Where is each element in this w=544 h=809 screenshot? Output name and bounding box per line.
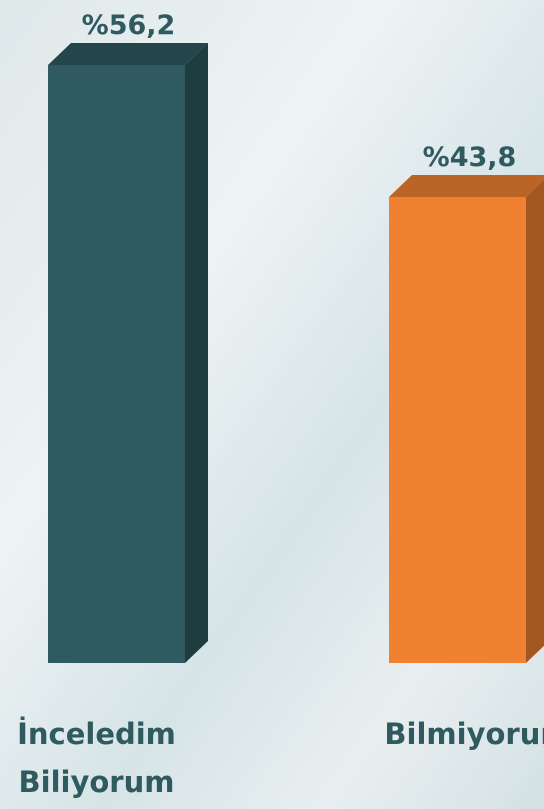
bar-top (48, 43, 208, 65)
category-label: İnceledim Biliyorum (17, 717, 176, 799)
bar-side (185, 43, 208, 663)
category-label: Bilmiyorum (384, 717, 544, 751)
bar-front (48, 65, 185, 663)
bar-side-shade (526, 179, 544, 663)
bar-side-shade (185, 43, 208, 663)
bar-top-shade (389, 174, 544, 197)
bar (48, 43, 208, 663)
value-label: %43,8 (423, 142, 517, 173)
bar (389, 174, 544, 663)
bar-top (389, 174, 544, 197)
bar-front (389, 196, 526, 663)
bar-top-shade (48, 43, 208, 65)
bar-side (526, 179, 544, 663)
value-label: %56,2 (82, 10, 176, 41)
